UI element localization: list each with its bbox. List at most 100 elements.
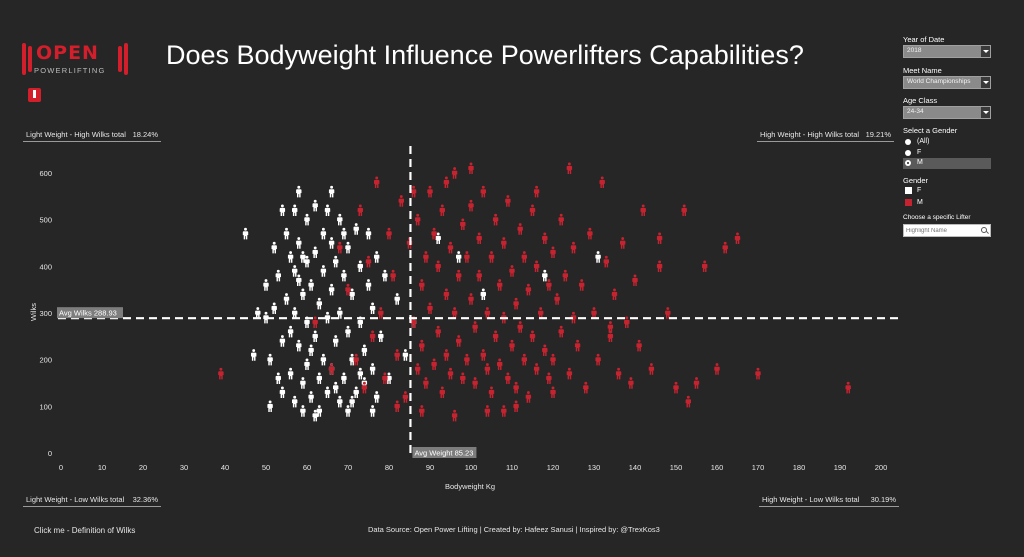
lifter-point-m[interactable] bbox=[484, 363, 491, 375]
lifter-point-f[interactable] bbox=[292, 265, 298, 277]
lifter-point-m[interactable] bbox=[456, 335, 462, 347]
lifter-point-m[interactable] bbox=[734, 232, 741, 245]
lifter-point-f[interactable] bbox=[357, 260, 363, 273]
lifter-point-f[interactable] bbox=[365, 279, 372, 291]
lifter-point-f[interactable] bbox=[316, 297, 322, 310]
lifter-point-f[interactable] bbox=[283, 227, 290, 240]
lifter-point-m[interactable] bbox=[365, 255, 372, 268]
lifter-point-f[interactable] bbox=[267, 353, 273, 366]
lifter-point-m[interactable] bbox=[591, 307, 597, 319]
lifter-point-f[interactable] bbox=[353, 223, 359, 235]
lifter-point-m[interactable] bbox=[476, 269, 482, 282]
lifter-point-m[interactable] bbox=[369, 330, 376, 343]
lifter-point-f[interactable] bbox=[369, 302, 376, 315]
radio-icon[interactable] bbox=[905, 139, 911, 145]
lifter-point-m[interactable] bbox=[423, 251, 429, 263]
lifter-point-f[interactable] bbox=[292, 204, 298, 217]
lifter-point-m[interactable] bbox=[480, 349, 486, 361]
lifter-point-m[interactable] bbox=[468, 199, 474, 212]
lifter-point-m[interactable] bbox=[472, 377, 478, 389]
lifter-point-m[interactable] bbox=[439, 386, 445, 399]
lifter-point-f[interactable] bbox=[341, 227, 347, 240]
lifter-point-f[interactable] bbox=[304, 358, 310, 371]
lifter-point-f[interactable] bbox=[283, 293, 290, 305]
lifter-point-m[interactable] bbox=[488, 386, 495, 399]
lifter-point-m[interactable] bbox=[427, 302, 433, 315]
lifter-point-f[interactable] bbox=[324, 386, 331, 399]
lifter-point-m[interactable] bbox=[640, 204, 646, 217]
lifter-point-m[interactable] bbox=[513, 400, 519, 413]
lifter-point-m[interactable] bbox=[505, 372, 511, 385]
lifter-point-m[interactable] bbox=[484, 405, 491, 417]
lifter-point-f[interactable] bbox=[296, 237, 302, 249]
lifter-point-m[interactable] bbox=[505, 195, 511, 207]
lifter-point-m[interactable] bbox=[845, 381, 851, 394]
lifter-point-m[interactable] bbox=[492, 213, 499, 226]
lifter-point-m[interactable] bbox=[570, 241, 577, 254]
lifter-point-f[interactable] bbox=[542, 269, 548, 282]
lifter-point-f[interactable] bbox=[296, 185, 302, 198]
gender-radio-m[interactable]: M bbox=[903, 158, 991, 169]
lifter-point-m[interactable] bbox=[595, 353, 601, 366]
meet-dropdown[interactable]: World Championships bbox=[903, 76, 991, 89]
lifter-point-f[interactable] bbox=[308, 391, 314, 403]
lifter-point-f[interactable] bbox=[308, 344, 314, 357]
lifter-point-f[interactable] bbox=[345, 241, 351, 254]
lifter-point-m[interactable] bbox=[419, 405, 425, 417]
lifter-point-f[interactable] bbox=[361, 344, 368, 357]
lifter-point-m[interactable] bbox=[394, 400, 400, 413]
download-icon[interactable] bbox=[28, 88, 41, 102]
lifter-point-f[interactable] bbox=[402, 349, 409, 361]
lifter-point-m[interactable] bbox=[533, 363, 540, 375]
lifter-point-m[interactable] bbox=[615, 367, 622, 380]
lifter-point-m[interactable] bbox=[488, 251, 495, 263]
lifter-point-f[interactable] bbox=[341, 372, 347, 385]
lifter-point-m[interactable] bbox=[632, 274, 638, 287]
lifter-point-f[interactable] bbox=[337, 307, 343, 319]
lifter-point-m[interactable] bbox=[374, 176, 380, 189]
lifter-point-m[interactable] bbox=[509, 339, 515, 352]
lifter-point-m[interactable] bbox=[435, 325, 441, 338]
lifter-point-m[interactable] bbox=[439, 204, 445, 217]
lifter-point-f[interactable] bbox=[300, 377, 306, 389]
lifter-point-m[interactable] bbox=[447, 367, 454, 380]
lifter-point-m[interactable] bbox=[550, 353, 556, 366]
lifter-point-m[interactable] bbox=[378, 307, 384, 319]
lifter-point-m[interactable] bbox=[337, 241, 343, 254]
lifter-point-f[interactable] bbox=[595, 251, 601, 263]
year-dropdown[interactable]: 2018 bbox=[903, 45, 991, 58]
lifter-point-m[interactable] bbox=[562, 269, 568, 282]
chevron-down-icon[interactable] bbox=[981, 46, 990, 57]
lifter-point-m[interactable] bbox=[382, 372, 388, 385]
lifter-point-m[interactable] bbox=[542, 344, 548, 357]
lifter-point-m[interactable] bbox=[607, 330, 614, 343]
lifter-point-m[interactable] bbox=[558, 213, 564, 226]
lifter-point-m[interactable] bbox=[714, 363, 720, 375]
lifter-point-f[interactable] bbox=[242, 227, 249, 240]
lifter-point-m[interactable] bbox=[451, 409, 458, 422]
lifter-point-f[interactable] bbox=[292, 307, 298, 319]
lifter-point-f[interactable] bbox=[328, 237, 335, 249]
lifter-point-m[interactable] bbox=[628, 377, 634, 389]
lifter-point-f[interactable] bbox=[312, 246, 318, 259]
lifter-point-f[interactable] bbox=[320, 353, 327, 366]
lifter-point-m[interactable] bbox=[431, 358, 437, 371]
lifter-point-m[interactable] bbox=[546, 279, 552, 291]
lifter-point-m[interactable] bbox=[521, 353, 527, 366]
lifter-point-m[interactable] bbox=[443, 349, 450, 361]
lifter-point-m[interactable] bbox=[419, 339, 425, 352]
lifter-point-m[interactable] bbox=[435, 260, 441, 273]
lifter-point-f[interactable] bbox=[328, 185, 335, 198]
lifter-point-f[interactable] bbox=[480, 288, 486, 301]
lifter-point-m[interactable] bbox=[693, 377, 700, 389]
lifter-point-f[interactable] bbox=[357, 367, 363, 380]
lifter-point-m[interactable] bbox=[447, 241, 454, 254]
lifter-point-f[interactable] bbox=[300, 288, 306, 301]
lifter-point-m[interactable] bbox=[353, 353, 359, 366]
lifter-point-m[interactable] bbox=[402, 391, 409, 403]
radio-selected-icon[interactable] bbox=[905, 160, 911, 166]
lifter-point-m[interactable] bbox=[357, 204, 363, 217]
lifter-point-m[interactable] bbox=[538, 307, 544, 319]
lifter-point-f[interactable] bbox=[287, 251, 294, 263]
lifter-point-m[interactable] bbox=[415, 213, 421, 226]
